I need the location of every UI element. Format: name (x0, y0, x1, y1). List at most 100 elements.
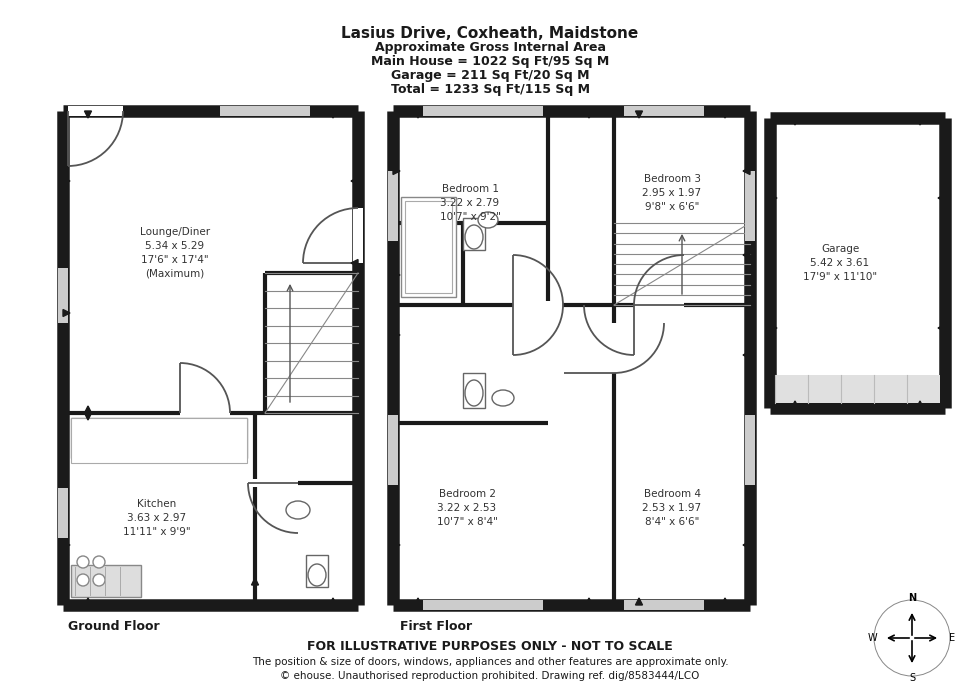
Polygon shape (721, 598, 728, 605)
Bar (513, 301, 563, 309)
Bar (463, 218, 485, 250)
Text: Lounge/Diner
5.34 x 5.29
17'6" x 17'4"
(Maximum): Lounge/Diner 5.34 x 5.29 17'6" x 17'4" (… (140, 227, 210, 279)
Polygon shape (84, 598, 91, 605)
Polygon shape (329, 111, 336, 118)
Polygon shape (743, 351, 750, 358)
Text: E: E (949, 633, 956, 643)
Bar (180, 409, 230, 417)
Bar (775, 375, 940, 403)
Bar (423, 106, 543, 116)
Polygon shape (792, 118, 799, 125)
Polygon shape (63, 177, 70, 184)
Polygon shape (393, 541, 400, 548)
Bar (58, 488, 68, 538)
Text: Ground Floor: Ground Floor (68, 620, 160, 633)
Bar (513, 301, 563, 309)
Ellipse shape (308, 564, 326, 586)
Polygon shape (252, 578, 259, 585)
Bar (388, 415, 398, 485)
Bar (68, 106, 123, 116)
Polygon shape (635, 598, 643, 605)
Text: The position & size of doors, windows, appliances and other features are approxi: The position & size of doors, windows, a… (252, 657, 728, 667)
Polygon shape (84, 413, 91, 420)
Bar (58, 268, 68, 323)
Circle shape (874, 600, 950, 676)
Bar (423, 600, 543, 610)
Bar (71, 565, 141, 597)
Polygon shape (916, 118, 923, 125)
Polygon shape (585, 111, 593, 118)
Bar (71, 418, 247, 463)
Polygon shape (84, 406, 91, 413)
Polygon shape (770, 324, 777, 331)
Polygon shape (743, 252, 750, 258)
Polygon shape (743, 168, 750, 175)
Bar (248, 479, 298, 487)
Polygon shape (743, 541, 750, 548)
Ellipse shape (286, 501, 310, 519)
Polygon shape (63, 541, 70, 548)
Bar (401, 197, 456, 297)
Bar (745, 171, 755, 241)
Polygon shape (415, 598, 421, 605)
Polygon shape (351, 177, 358, 184)
Text: Main House = 1022 Sq Ft/95 Sq M: Main House = 1022 Sq Ft/95 Sq M (370, 55, 610, 69)
Text: S: S (908, 673, 915, 683)
Text: Kitchen
3.63 x 2.97
11'11" x 9'9": Kitchen 3.63 x 2.97 11'11" x 9'9" (123, 499, 191, 537)
Text: First Floor: First Floor (400, 620, 472, 633)
Bar (634, 301, 684, 309)
Bar (745, 415, 755, 485)
Bar (634, 301, 684, 309)
Text: FOR ILLUSTRATIVE PURPOSES ONLY - NOT TO SCALE: FOR ILLUSTRATIVE PURPOSES ONLY - NOT TO … (307, 640, 673, 653)
Polygon shape (393, 331, 400, 338)
Bar (624, 600, 704, 610)
Polygon shape (393, 168, 400, 175)
Polygon shape (351, 259, 358, 267)
Polygon shape (635, 111, 643, 118)
Bar (388, 171, 398, 241)
Polygon shape (938, 195, 945, 202)
Polygon shape (792, 401, 799, 408)
Polygon shape (916, 401, 923, 408)
Text: © ehouse. Unauthorised reproduction prohibited. Drawing ref. dig/8583444/LCO: © ehouse. Unauthorised reproduction proh… (280, 671, 700, 681)
Polygon shape (721, 111, 728, 118)
Polygon shape (63, 310, 70, 317)
Text: Bedroom 4
2.53 x 1.97
8'4" x 6'6": Bedroom 4 2.53 x 1.97 8'4" x 6'6" (643, 489, 702, 527)
Bar (220, 106, 310, 116)
Bar (610, 323, 618, 373)
Bar (71, 418, 247, 458)
Polygon shape (938, 324, 945, 331)
Text: Garage
5.42 x 3.61
17'9" x 11'10": Garage 5.42 x 3.61 17'9" x 11'10" (803, 244, 877, 282)
Bar (770, 118, 945, 408)
Ellipse shape (478, 212, 498, 228)
Bar (624, 106, 704, 116)
Polygon shape (329, 598, 336, 605)
Bar (405, 201, 452, 293)
Text: Garage = 211 Sq Ft/20 Sq M: Garage = 211 Sq Ft/20 Sq M (391, 69, 589, 82)
Bar (306, 555, 328, 587)
Circle shape (77, 574, 89, 586)
Text: N: N (907, 593, 916, 603)
Text: Bedroom 2
3.22 x 2.53
10'7" x 8'4": Bedroom 2 3.22 x 2.53 10'7" x 8'4" (436, 489, 498, 527)
Bar (63, 111, 358, 605)
Ellipse shape (465, 225, 483, 249)
Polygon shape (770, 195, 777, 202)
Polygon shape (415, 111, 421, 118)
Polygon shape (84, 111, 91, 118)
Ellipse shape (465, 380, 483, 406)
Text: Approximate Gross Internal Area: Approximate Gross Internal Area (374, 42, 606, 55)
Text: Total = 1233 Sq Ft/115 Sq M: Total = 1233 Sq Ft/115 Sq M (390, 83, 590, 96)
Ellipse shape (492, 390, 514, 406)
Bar (463, 373, 485, 408)
Text: Bedroom 3
2.95 x 1.97
9'8" x 6'6": Bedroom 3 2.95 x 1.97 9'8" x 6'6" (643, 174, 702, 212)
Text: Bedroom 1
3.22 x 2.79
10'7" x 9'2": Bedroom 1 3.22 x 2.79 10'7" x 9'2" (440, 184, 501, 222)
Text: Lasius Drive, Coxheath, Maidstone: Lasius Drive, Coxheath, Maidstone (341, 26, 639, 40)
Circle shape (77, 556, 89, 568)
Bar (393, 111, 750, 605)
Circle shape (93, 574, 105, 586)
Bar (353, 208, 363, 263)
Text: W: W (867, 633, 877, 643)
Polygon shape (585, 598, 593, 605)
Polygon shape (393, 272, 400, 279)
Circle shape (93, 556, 105, 568)
